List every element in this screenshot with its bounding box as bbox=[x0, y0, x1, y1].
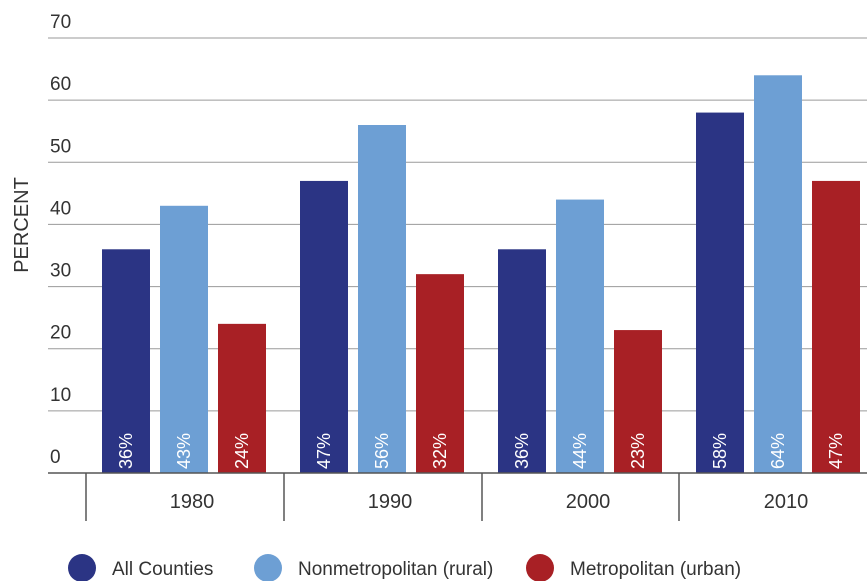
bar bbox=[160, 205, 208, 474]
bar-value-label: 58% bbox=[710, 433, 730, 469]
legend-swatch bbox=[526, 554, 554, 581]
bar-value-label: 64% bbox=[768, 433, 788, 469]
y-tick-label: 50 bbox=[50, 136, 71, 157]
y-tick-label: 30 bbox=[50, 261, 71, 282]
legend: All Counties Nonmetropolitan (rural) Metro… bbox=[68, 554, 741, 581]
bar bbox=[300, 180, 348, 473]
y-tick-label: 40 bbox=[50, 198, 71, 219]
legend-label: Nonmetropolitan (rural) bbox=[298, 559, 493, 580]
bar-value-label: 24% bbox=[232, 433, 252, 469]
x-axis: 1980 1990 2000 2010 bbox=[48, 472, 867, 521]
bar bbox=[754, 75, 802, 474]
legend-label: All Counties bbox=[112, 559, 213, 580]
bar bbox=[556, 199, 604, 474]
y-tick-label: 20 bbox=[50, 323, 71, 344]
x-category-label: 1980 bbox=[170, 491, 215, 513]
bar-value-label: 56% bbox=[372, 433, 392, 469]
bar bbox=[358, 125, 406, 473]
bar bbox=[498, 249, 546, 473]
bar-value-label: 32% bbox=[430, 433, 450, 469]
bar-value-label: 23% bbox=[628, 433, 648, 469]
legend-swatch bbox=[254, 554, 282, 581]
bar bbox=[812, 180, 860, 473]
bar-value-label: 36% bbox=[116, 433, 136, 469]
bars: 36% 47% 36% 58% 43% 56% 44% 64% 24% 32% 23% 47% bbox=[102, 75, 860, 474]
bar-value-label: 43% bbox=[174, 433, 194, 469]
bar-value-label: 47% bbox=[314, 433, 334, 469]
y-tick-label: 60 bbox=[50, 74, 71, 95]
bar-value-label: 36% bbox=[512, 433, 532, 469]
bar bbox=[218, 323, 266, 473]
bar bbox=[102, 249, 150, 473]
bar-value-label: 44% bbox=[570, 433, 590, 469]
y-axis-ticks: 0 10 20 30 40 50 60 70 bbox=[50, 12, 71, 468]
x-category-label: 1990 bbox=[368, 491, 413, 513]
bar bbox=[696, 112, 744, 474]
y-tick-label: 10 bbox=[50, 385, 71, 406]
y-tick-label: 70 bbox=[50, 12, 71, 33]
legend-swatch bbox=[68, 554, 96, 581]
legend-label: Metropolitan (urban) bbox=[570, 559, 741, 580]
y-tick-label: 0 bbox=[50, 447, 61, 468]
y-axis-title: PERCENT bbox=[11, 177, 33, 273]
x-category-label: 2000 bbox=[566, 491, 611, 513]
x-category-label: 2010 bbox=[764, 491, 809, 513]
bar-value-label: 47% bbox=[826, 433, 846, 469]
bar bbox=[614, 330, 662, 473]
bar bbox=[416, 274, 464, 473]
